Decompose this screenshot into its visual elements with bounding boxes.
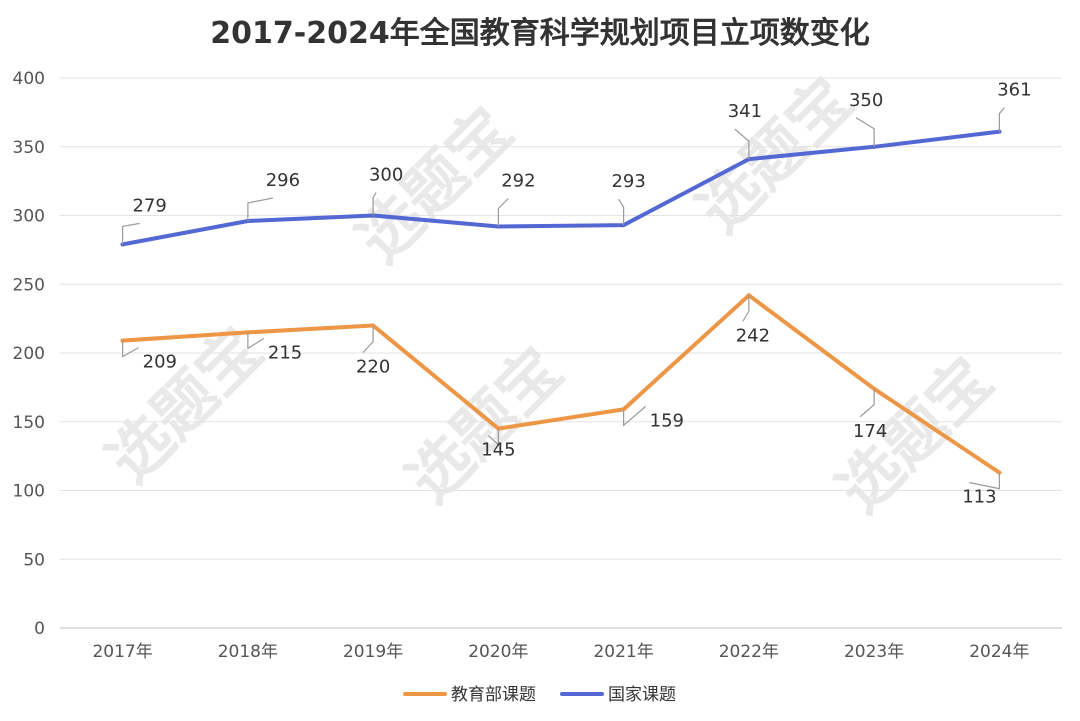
y-tick-label: 100 <box>13 482 45 502</box>
legend-label: 教育部课题 <box>451 685 536 705</box>
data-label: 279 <box>132 195 166 216</box>
x-tick-label: 2020年 <box>468 642 528 662</box>
leader-line <box>969 472 1000 490</box>
leader-line <box>623 405 647 427</box>
data-label: 293 <box>611 171 645 192</box>
leader-line <box>362 325 374 353</box>
x-tick-label: 2019年 <box>343 642 403 662</box>
data-label: 296 <box>266 170 300 191</box>
y-tick-label: 150 <box>13 413 45 433</box>
data-label: 159 <box>650 410 684 431</box>
data-label: 292 <box>501 171 535 192</box>
x-tick-label: 2018年 <box>218 642 278 662</box>
leader-line <box>998 107 1005 132</box>
x-tick-label: 2024年 <box>969 642 1029 662</box>
data-label: 350 <box>849 90 883 111</box>
leader-line <box>372 192 377 216</box>
chart-title: 2017-2024年全国教育科学规划项目立项数变化 <box>210 16 870 51</box>
leader-line <box>122 340 139 358</box>
data-label: 361 <box>997 80 1031 101</box>
x-tick-label: 2022年 <box>719 642 779 662</box>
leader-line <box>247 332 265 350</box>
data-labels: 209 215 220 145 159 242 174 113 279 296 300 292 293 3… <box>122 80 1032 508</box>
data-label: 220 <box>356 357 390 378</box>
y-tick-label: 300 <box>13 207 45 227</box>
y-tick-label: 0 <box>34 619 45 639</box>
data-label: 145 <box>481 440 515 461</box>
leader-line <box>742 295 750 322</box>
data-label: 215 <box>268 342 302 363</box>
data-label: 300 <box>369 165 403 186</box>
gridlines <box>60 77 1062 629</box>
x-axis-ticks: 2017年 2018年 2019年 2020年 2021年 2022年 2023年 2024年 <box>92 642 1029 662</box>
legend-label: 国家课题 <box>608 685 676 705</box>
series-line <box>120 293 1002 475</box>
series-line <box>120 129 1002 247</box>
data-label: 174 <box>853 421 887 442</box>
x-tick-label: 2023年 <box>844 642 904 662</box>
leader-line <box>247 197 273 221</box>
x-tick-label: 2021年 <box>593 642 653 662</box>
series-layer <box>120 129 1002 475</box>
data-label: 209 <box>143 352 177 373</box>
data-label: 242 <box>736 325 770 346</box>
legend: 教育部课题 国家课题 <box>403 685 676 705</box>
y-tick-label: 50 <box>23 550 45 570</box>
leader-line <box>734 128 750 160</box>
leader-line <box>859 388 875 418</box>
leader-line <box>497 198 509 227</box>
y-tick-label: 350 <box>13 138 45 158</box>
leader-line <box>618 198 625 226</box>
x-tick-label: 2017年 <box>92 642 152 662</box>
y-tick-label: 250 <box>13 275 45 295</box>
leader-line <box>487 428 499 446</box>
y-tick-label: 200 <box>13 344 45 364</box>
y-tick-label: 400 <box>13 69 45 89</box>
leader-line <box>855 117 875 147</box>
data-label: 113 <box>962 487 996 508</box>
data-label: 341 <box>728 101 762 122</box>
watermark-text: 选题宝 <box>393 333 576 516</box>
leader-line <box>122 222 140 245</box>
y-axis-ticks: 0 50 100 150 200 250 300 350 400 <box>13 69 45 639</box>
